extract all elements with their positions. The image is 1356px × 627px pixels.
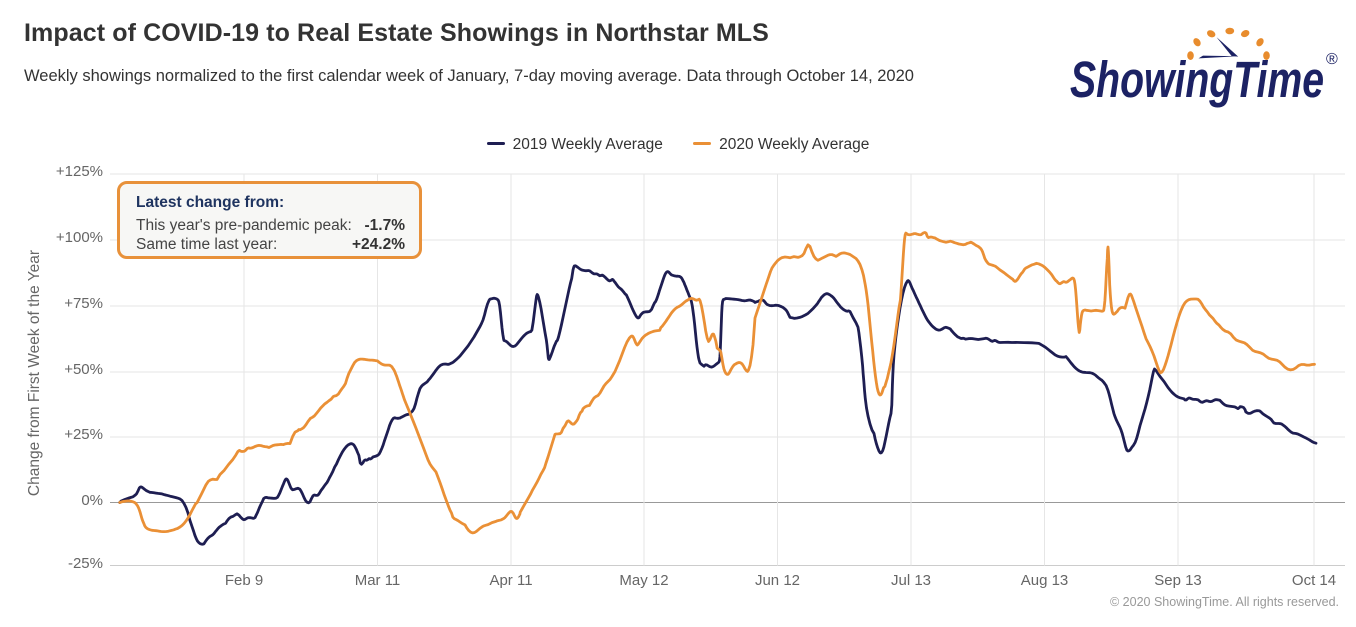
svg-text:ShowingTime: ShowingTime [1070, 51, 1324, 108]
svg-text:®: ® [1326, 51, 1338, 68]
